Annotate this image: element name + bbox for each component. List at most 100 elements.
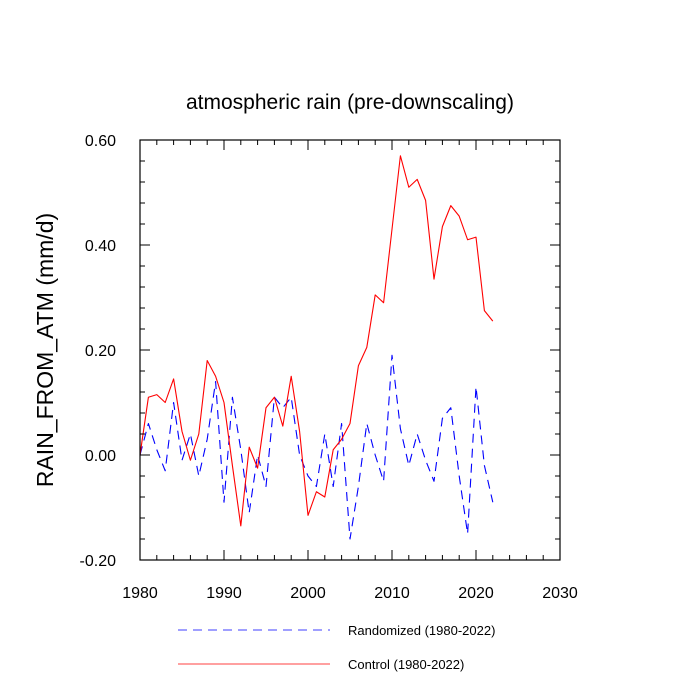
plot-frame: [139, 139, 561, 561]
data-point: [458, 475, 460, 477]
data-point: [223, 501, 225, 503]
legend-label-control: Control (1980-2022): [348, 657, 464, 672]
x-tick-label: 2010: [374, 585, 410, 602]
data-point: [340, 422, 342, 424]
chart-title: atmospheric rain (pre-downscaling): [186, 91, 514, 114]
data-point: [240, 525, 242, 527]
data-point: [374, 294, 376, 296]
data-point: [189, 459, 191, 461]
data-point: [248, 446, 250, 448]
data-point: [399, 155, 401, 157]
legend: Randomized (1980-2022) Control (1980-202…: [178, 623, 495, 672]
data-point: [147, 396, 149, 398]
data-point: [231, 396, 233, 398]
data-point: [290, 396, 292, 398]
data-point: [391, 354, 393, 356]
legend-label-randomized: Randomized (1980-2022): [348, 623, 495, 638]
data-point: [256, 454, 258, 456]
data-point: [416, 178, 418, 180]
data-point: [492, 501, 494, 503]
data-point: [231, 464, 233, 466]
x-tick-label: 1990: [206, 585, 242, 602]
data-point: [349, 538, 351, 540]
data-point: [298, 454, 300, 456]
data-point: [408, 464, 410, 466]
data-point: [298, 430, 300, 432]
data-point: [223, 401, 225, 403]
data-point: [366, 346, 368, 348]
series-line-0: [139, 354, 494, 540]
data-point: [374, 454, 376, 456]
data-point: [492, 320, 494, 322]
data-point: [357, 485, 359, 487]
y-axis-label: RAIN_FROM_ATM (mm/d): [32, 213, 58, 487]
data-point: [441, 225, 443, 227]
data-point: [332, 485, 334, 487]
data-point: [349, 422, 351, 424]
data-point: [256, 467, 258, 469]
data-point: [475, 236, 477, 238]
axis-ticks: 1980 1990 2000 2010 2020 2030 -0.20 0.00 0.20 0.4…: [80, 133, 578, 602]
y-tick-label: 0.60: [85, 133, 116, 150]
data-point: [206, 438, 208, 440]
data-point: [156, 449, 158, 451]
data-point: [424, 199, 426, 201]
data-point: [382, 302, 384, 304]
data-point: [282, 407, 284, 409]
data-point: [189, 433, 191, 435]
x-tick-label: 1980: [122, 585, 158, 602]
data-point: [198, 475, 200, 477]
data-point: [307, 475, 309, 477]
data-point: [181, 430, 183, 432]
data-point: [273, 396, 275, 398]
data-point: [265, 485, 267, 487]
data-point: [248, 512, 250, 514]
x-tick-label: 2020: [458, 585, 494, 602]
data-point: [324, 433, 326, 435]
data-point: [483, 464, 485, 466]
y-tick-label: 0.00: [85, 448, 116, 465]
data-point: [416, 433, 418, 435]
data-point: [181, 459, 183, 461]
data-point: [307, 514, 309, 516]
data-point: [172, 378, 174, 380]
data-point: [424, 459, 426, 461]
y-tick-label: 0.20: [85, 343, 116, 360]
x-tick-label: 2030: [542, 585, 578, 602]
data-point: [265, 407, 267, 409]
data-point: [172, 401, 174, 403]
data-point: [324, 496, 326, 498]
data-point: [450, 204, 452, 206]
data-point: [441, 417, 443, 419]
data-point: [282, 425, 284, 427]
data-point: [332, 449, 334, 451]
data-point: [382, 480, 384, 482]
data-point: [399, 428, 401, 430]
data-point: [357, 365, 359, 367]
data-point: [340, 438, 342, 440]
data-point: [206, 359, 208, 361]
data-point: [366, 422, 368, 424]
data-point: [315, 491, 317, 493]
data-point: [164, 401, 166, 403]
data-point: [458, 215, 460, 217]
x-tick-label: 2000: [290, 585, 326, 602]
data-point: [475, 386, 477, 388]
y-tick-label: -0.20: [80, 553, 117, 570]
data-point: [147, 422, 149, 424]
data-point: [156, 393, 158, 395]
data-point: [315, 485, 317, 487]
data-point: [391, 228, 393, 230]
y-tick-label: 0.40: [85, 238, 116, 255]
data-point: [408, 186, 410, 188]
data-point: [214, 375, 216, 377]
data-point: [483, 309, 485, 311]
data-point: [466, 533, 468, 535]
data-point: [290, 375, 292, 377]
data-point: [164, 470, 166, 472]
data-point: [433, 480, 435, 482]
plot-area: [139, 155, 494, 540]
data-point: [450, 407, 452, 409]
data-point: [433, 278, 435, 280]
